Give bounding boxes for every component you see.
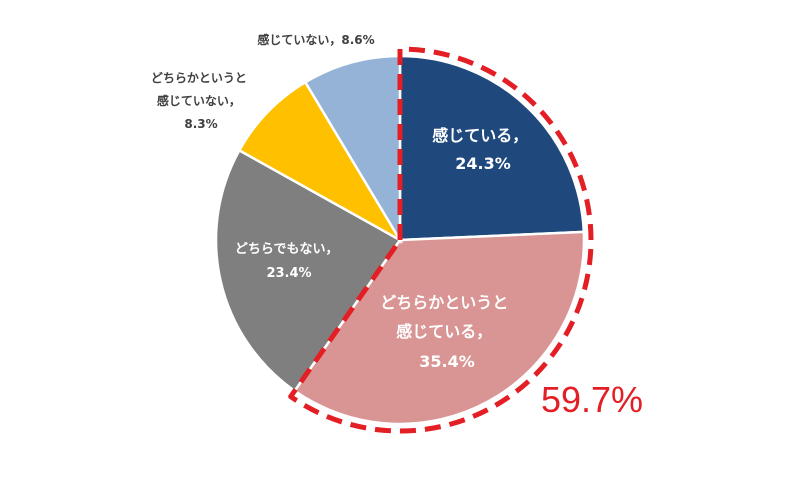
label-kanjiteiru: 感じている， 24.3% (432, 126, 534, 173)
label-dochiraka-kanjiteiru: どちらかというと 感じている， 35.4% (380, 293, 514, 371)
pie-slice-1 (292, 230, 586, 426)
pie-slice-2 (214, 148, 402, 393)
pie-slice-3 (237, 80, 404, 244)
pie-slices (214, 54, 586, 426)
label-dochirademonai: どちらでもない， 23.4% (235, 242, 343, 281)
label-dochiraka-kanjiteinai: どちらかというと 感じていない， 8.3% (151, 71, 251, 131)
label-kanjiteinai: 感じていない，8.6% (257, 32, 374, 47)
highlight-total-label: 59.7% (541, 379, 643, 420)
pie-slice-0 (398, 54, 586, 242)
highlight-outline (288, 46, 594, 434)
